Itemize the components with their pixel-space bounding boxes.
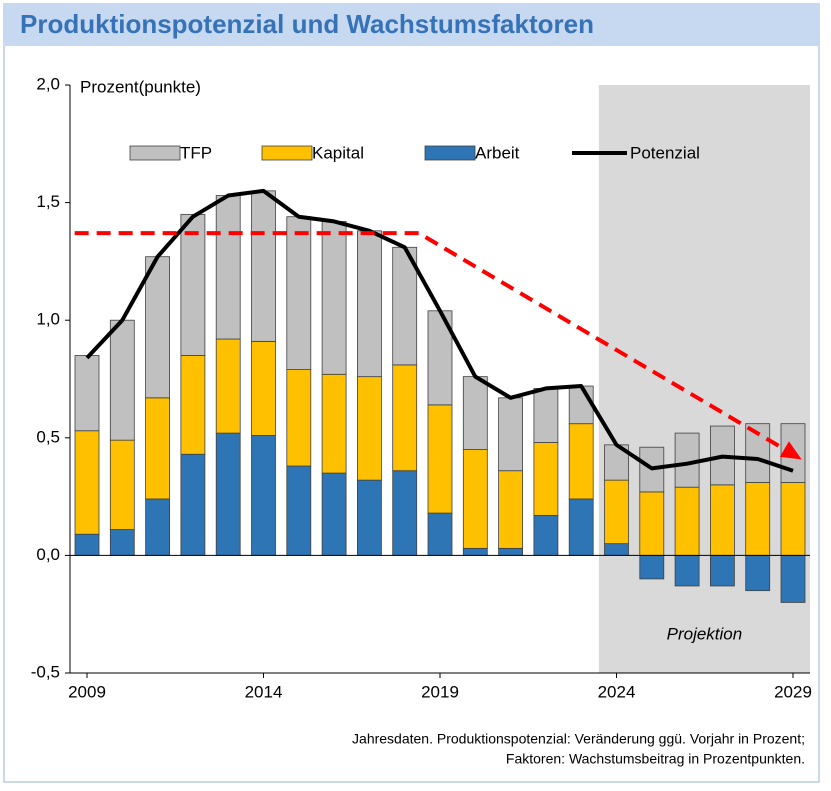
bar	[356, 230, 382, 378]
bar	[180, 355, 206, 455]
y-tick-label: 1,5	[36, 192, 60, 211]
y-tick-label: 0,0	[36, 545, 60, 564]
bar	[639, 446, 665, 493]
bar	[498, 397, 524, 472]
bar	[392, 246, 418, 366]
bar	[74, 430, 100, 535]
bar	[780, 555, 806, 603]
bar	[568, 423, 594, 500]
bar	[251, 190, 276, 342]
x-tick-label: 2029	[774, 682, 812, 701]
legend-label: TFP	[180, 143, 212, 162]
bar	[215, 432, 241, 556]
bar	[215, 338, 241, 434]
bar	[709, 555, 735, 587]
trend-arrowhead	[779, 441, 802, 460]
bar	[74, 355, 100, 432]
potenzial-line	[85, 188, 794, 473]
plot: Projektion -0,5 0,0 0,5 1,0 1,5 2,0 2009 2014 201…	[31, 74, 812, 701]
projection-label: Projektion	[667, 624, 743, 643]
x-tick-label: 2019	[421, 682, 459, 701]
bar	[639, 555, 665, 580]
bar	[356, 376, 382, 481]
bar	[568, 498, 594, 556]
bar	[109, 439, 135, 530]
y-tick-label: 0,5	[36, 427, 60, 446]
bar	[286, 465, 312, 556]
bar	[180, 213, 206, 356]
projection-area	[598, 85, 810, 673]
x-tick-label: 2009	[68, 682, 106, 701]
bar	[568, 385, 594, 425]
bar	[533, 442, 559, 516]
bar	[286, 369, 312, 467]
bar	[604, 543, 629, 556]
bar	[251, 435, 276, 556]
bar	[709, 484, 735, 556]
bar	[498, 470, 524, 549]
x-tick-label: 2024	[598, 682, 636, 701]
bar	[745, 423, 771, 483]
bar	[286, 216, 312, 370]
trend-line	[74, 231, 786, 451]
bar	[533, 388, 559, 443]
footnote: Faktoren: Wachstumsbeitrag in Prozentpun…	[506, 751, 805, 767]
bar	[251, 340, 276, 436]
y-axis-label: Prozent(punkte)	[80, 77, 201, 96]
legend-label: Potenzial	[630, 143, 700, 162]
bar	[674, 555, 700, 587]
legend-swatch	[261, 145, 313, 161]
bar	[604, 479, 629, 545]
chart-title: Produktionspotenzial und Wachstumsfaktor…	[20, 9, 594, 39]
bar	[180, 453, 206, 556]
title-band	[4, 4, 819, 46]
bar	[498, 547, 524, 556]
legend-label: Arbeit	[475, 143, 520, 162]
legend-swatch	[129, 145, 181, 161]
bar	[427, 512, 453, 556]
bar	[392, 470, 418, 556]
bar	[321, 373, 347, 474]
bar	[392, 364, 418, 472]
bar	[533, 515, 559, 556]
y-tick-label: 2,0	[36, 74, 60, 93]
bar	[639, 491, 665, 556]
bar	[780, 482, 806, 556]
legend-label: Kapital	[312, 143, 364, 162]
y-tick-label: -0,5	[31, 662, 60, 681]
x-tick-label: 2014	[245, 682, 283, 701]
bar	[745, 482, 771, 556]
bar	[462, 449, 488, 549]
footnote: Jahresdaten. Produktionspotenzial: Verän…	[352, 731, 805, 747]
bar	[321, 472, 347, 556]
bar	[356, 479, 382, 556]
bar	[74, 533, 100, 556]
bar	[674, 486, 700, 556]
bar	[745, 555, 771, 592]
bar	[109, 319, 135, 441]
bar	[109, 529, 135, 556]
legend-swatch	[424, 145, 476, 161]
bar	[215, 195, 241, 340]
bar	[427, 404, 453, 514]
y-tick-label: 1,0	[36, 310, 60, 329]
bar	[321, 221, 347, 375]
bar	[145, 397, 171, 500]
bar	[462, 547, 488, 556]
bar	[145, 256, 171, 399]
bar	[145, 498, 171, 556]
bar	[462, 376, 488, 450]
